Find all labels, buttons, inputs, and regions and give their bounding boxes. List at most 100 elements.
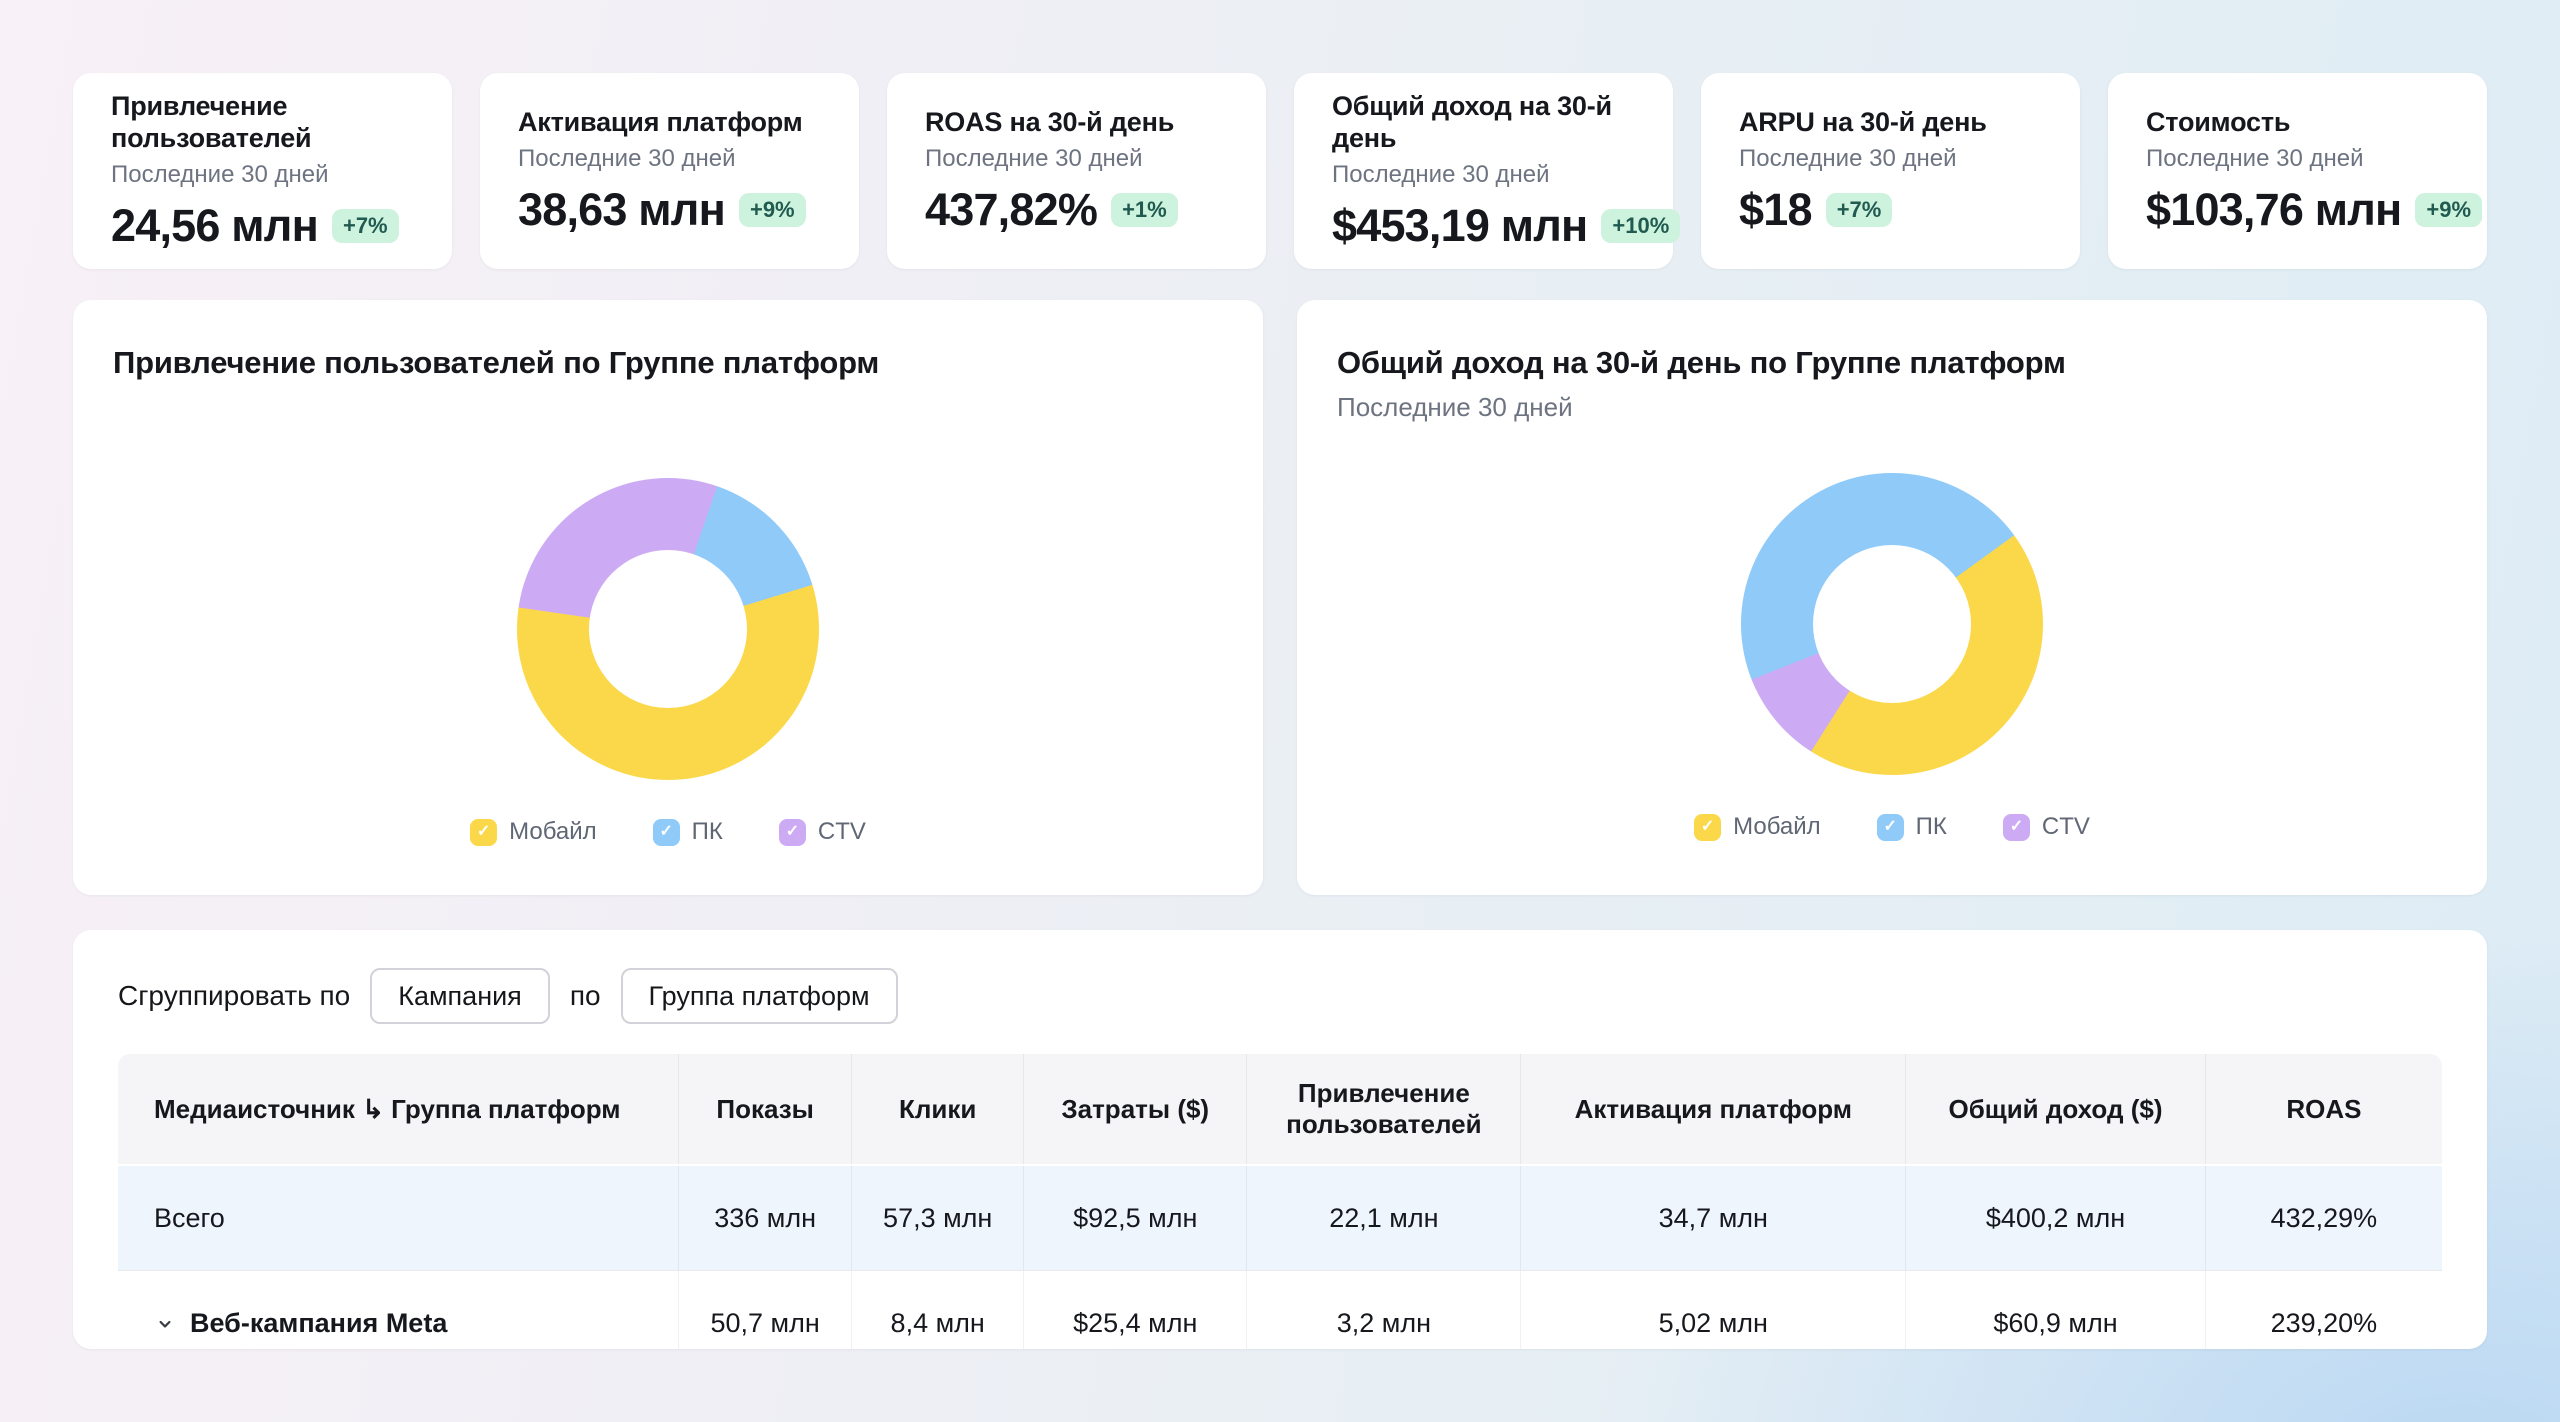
cell-cost: $25,4 млн — [1023, 1271, 1246, 1349]
cell-total-revenue: $60,9 млн — [1905, 1271, 2205, 1349]
check-icon: ✓ — [2009, 818, 2024, 835]
cell-platform-activation: 5,02 млн — [1520, 1271, 1905, 1349]
legend-checkbox-pc[interactable]: ✓ — [1876, 813, 1904, 841]
row-label-total: Всего — [154, 1202, 225, 1233]
kpi-value: 437,82% — [925, 184, 1098, 235]
legend-item-pc[interactable]: ✓ ПК — [1876, 813, 1947, 841]
cell-user-acquisition: 22,1 млн — [1246, 1166, 1520, 1270]
group-by-button-campaign[interactable]: Кампания — [370, 968, 550, 1024]
kpi-card-cost: Стоимость Последние 30 дней $103,76 млн … — [2108, 73, 2487, 269]
kpi-subtitle: Последние 30 дней — [1332, 161, 1550, 188]
kpi-title: ROAS на 30-й день — [925, 107, 1175, 137]
chart-legend: ✓ Мобайл ✓ ПК ✓ CTV — [1694, 813, 2090, 841]
legend-label: ПК — [1915, 813, 1947, 840]
cell-user-acquisition: 3,2 млн — [1246, 1271, 1520, 1349]
chart-subtitle: Последние 30 дней — [1337, 392, 1573, 422]
kpi-subtitle: Последние 30 дней — [2146, 145, 2364, 172]
column-header-impressions: Показы — [678, 1054, 851, 1164]
column-header-total-revenue: Общий доход ($) — [1905, 1054, 2205, 1164]
check-icon: ✓ — [1883, 818, 1897, 835]
cell-cost: $92,5 млн — [1023, 1166, 1246, 1270]
legend-item-ctv[interactable]: ✓ CTV — [778, 818, 866, 846]
cell-impressions: 336 млн — [678, 1166, 851, 1270]
trend-badge: +9% — [2415, 193, 2483, 227]
legend-label: Мобайл — [509, 818, 597, 845]
kpi-card-arpu-day30: ARPU на 30-й день Последние 30 дней $18 … — [1701, 73, 2080, 269]
donut-chart-area: ✓ Мобайл ✓ ПК ✓ CTV — [113, 478, 1223, 846]
donut-chart-revenue[interactable] — [1741, 473, 2043, 775]
group-by-label: Сгруппировать по — [118, 980, 351, 1011]
legend-label: Мобайл — [1733, 813, 1821, 840]
legend-item-mobile[interactable]: ✓ Мобайл — [1694, 813, 1821, 841]
chart-card-revenue-day30-by-platform: Общий доход на 30-й день по Группе платф… — [1297, 300, 2487, 895]
chevron-down-icon[interactable] — [154, 1313, 176, 1335]
legend-checkbox-pc[interactable]: ✓ — [652, 818, 680, 846]
column-header-user-acquisition: Привлечение пользователей — [1246, 1054, 1520, 1164]
column-header-clicks: Клики — [851, 1054, 1023, 1164]
campaign-table-card: Сгруппировать по Кампания по Группа плат… — [73, 930, 2487, 1349]
trend-badge: +7% — [1825, 193, 1893, 227]
trend-badge: +9% — [738, 193, 806, 227]
dashboard-page: Привлечение пользователей Последние 30 д… — [73, 73, 2487, 1349]
kpi-value: 38,63 млн — [518, 184, 726, 235]
check-icon: ✓ — [476, 823, 491, 840]
kpi-title: Стоимость — [2146, 107, 2291, 137]
kpi-card-platform-activation: Активация платформ Последние 30 дней 38,… — [480, 73, 859, 269]
column-header-roas: ROAS — [2204, 1054, 2442, 1164]
legend-item-ctv[interactable]: ✓ CTV — [2002, 813, 2090, 841]
cell-clicks: 8,4 млн — [851, 1271, 1023, 1349]
kpi-title: ARPU на 30-й день — [1739, 107, 1987, 137]
column-header-platform-activation: Активация платформ — [1520, 1054, 1905, 1164]
kpi-card-roas-day30: ROAS на 30-й день Последние 30 дней 437,… — [887, 73, 1266, 269]
check-icon: ✓ — [659, 823, 673, 840]
donut-hole — [1813, 545, 1971, 703]
kpi-subtitle: Последние 30 дней — [1739, 145, 1957, 172]
kpi-value: $103,76 млн — [2146, 184, 2402, 235]
cell-total-revenue: $400,2 млн — [1905, 1166, 2205, 1270]
legend-label: CTV — [817, 818, 866, 845]
legend-checkbox-ctv[interactable]: ✓ — [778, 818, 806, 846]
kpi-row: Привлечение пользователей Последние 30 д… — [73, 73, 2487, 269]
legend-checkbox-mobile[interactable]: ✓ — [1694, 813, 1722, 841]
trend-badge: +10% — [1601, 209, 1681, 243]
row-label-campaign[interactable]: Веб-кампания Meta — [190, 1308, 448, 1338]
metrics-table: Медиаисточник ↳ Группа платформ Показы К… — [118, 1054, 2442, 1349]
donut-chart-user-acquisition[interactable] — [517, 478, 819, 780]
table-header-row: Медиаисточник ↳ Группа платформ Показы К… — [118, 1054, 2442, 1164]
legend-label: CTV — [2041, 813, 2090, 840]
group-by-button-platform-group[interactable]: Группа платформ — [620, 968, 898, 1024]
cell-platform-activation: 34,7 млн — [1520, 1166, 1905, 1270]
legend-checkbox-ctv[interactable]: ✓ — [2002, 813, 2030, 841]
legend-label: ПК — [691, 818, 723, 845]
legend-item-mobile[interactable]: ✓ Мобайл — [470, 818, 597, 846]
cell-roas: 432,29% — [2204, 1166, 2442, 1270]
chart-legend: ✓ Мобайл ✓ ПК ✓ CTV — [470, 818, 866, 846]
group-by-connector: по — [569, 980, 601, 1011]
column-header-media-source: Медиаисточник ↳ Группа платформ — [154, 1093, 621, 1124]
kpi-subtitle: Последние 30 дней — [518, 145, 736, 172]
chart-title: Общий доход на 30-й день по Группе платф… — [1337, 345, 2066, 380]
row-expander[interactable]: Веб-кампания Meta — [154, 1308, 447, 1339]
cell-roas: 239,20% — [2204, 1271, 2442, 1349]
group-by-controls: Сгруппировать по Кампания по Группа плат… — [118, 968, 2442, 1024]
kpi-subtitle: Последние 30 дней — [925, 145, 1143, 172]
kpi-title: Привлечение пользователей — [111, 91, 312, 153]
cell-impressions: 50,7 млн — [678, 1271, 851, 1349]
kpi-card-total-revenue-day30: Общий доход на 30-й день Последние 30 дн… — [1294, 73, 1681, 269]
kpi-card-user-acquisition: Привлечение пользователей Последние 30 д… — [73, 73, 452, 269]
table-row-total: Всего 336 млн 57,3 млн $92,5 млн 22,1 мл… — [118, 1164, 2442, 1270]
chart-title: Привлечение пользователей по Группе плат… — [113, 345, 880, 380]
column-header-cost: Затраты ($) — [1023, 1054, 1246, 1164]
check-icon: ✓ — [785, 823, 800, 840]
kpi-value: $453,19 млн — [1332, 200, 1588, 251]
kpi-title: Активация платформ — [518, 107, 803, 137]
kpi-value: 24,56 млн — [111, 200, 319, 251]
trend-badge: +1% — [1111, 193, 1178, 227]
legend-item-pc[interactable]: ✓ ПК — [652, 818, 723, 846]
donut-chart-area: ✓ Мобайл ✓ ПК ✓ CTV — [1337, 473, 2447, 841]
chart-card-user-acquisition-by-platform: Привлечение пользователей по Группе плат… — [73, 300, 1263, 895]
donut-hole — [589, 550, 747, 708]
legend-checkbox-mobile[interactable]: ✓ — [470, 818, 498, 846]
cell-clicks: 57,3 млн — [851, 1166, 1023, 1270]
kpi-value: $18 — [1739, 184, 1812, 235]
